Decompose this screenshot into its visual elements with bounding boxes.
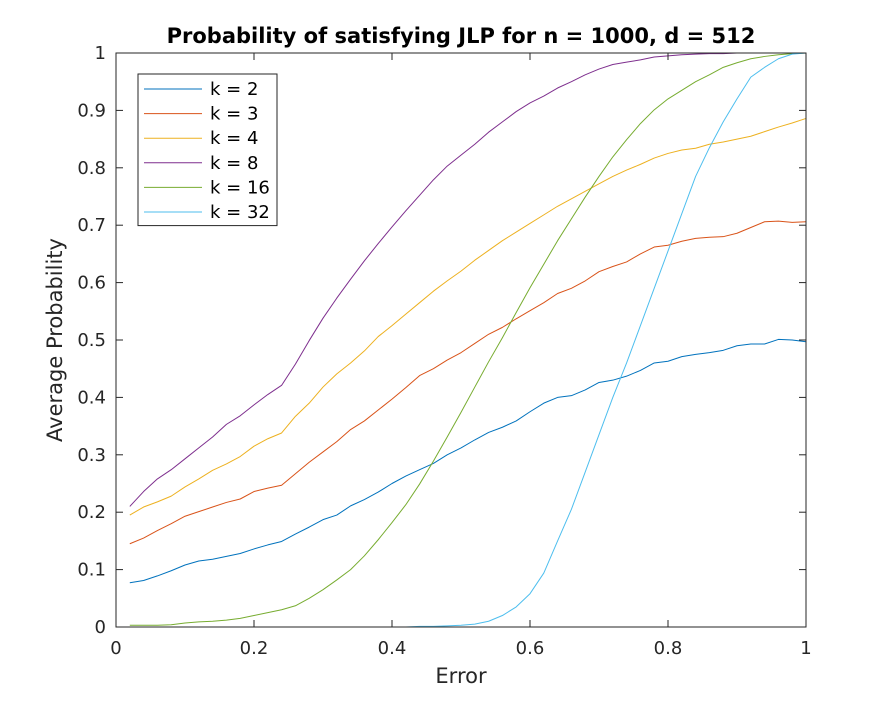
legend-label: k = 16 bbox=[210, 177, 270, 198]
x-tick-label: 0.2 bbox=[240, 638, 269, 659]
y-tick-label: 0 bbox=[95, 617, 106, 638]
x-axis-title: Error bbox=[435, 664, 487, 688]
x-tick-label: 1 bbox=[800, 638, 811, 659]
legend-label: k = 2 bbox=[210, 79, 258, 100]
legend-label: k = 3 bbox=[210, 104, 258, 125]
series-line-k-16 bbox=[129, 52, 807, 626]
y-axis-title: Average Probability bbox=[43, 238, 67, 442]
y-tick-label: 1 bbox=[95, 43, 106, 64]
series-line-k-4 bbox=[129, 117, 807, 516]
x-tick-label: 0.4 bbox=[378, 638, 407, 659]
x-tick-label: 0.8 bbox=[654, 638, 683, 659]
y-tick-label: 0.5 bbox=[77, 330, 106, 351]
x-tick-label: 0.6 bbox=[516, 638, 545, 659]
y-tick-label: 0.8 bbox=[77, 158, 106, 179]
y-tick-label: 0.6 bbox=[77, 273, 106, 294]
chart-title: Probability of satisfying JLP for n = 10… bbox=[167, 24, 756, 48]
legend-label: k = 32 bbox=[210, 202, 270, 223]
x-axis-ticks: 0 0.2 0.4 0.6 0.8 1 bbox=[110, 53, 812, 659]
x-tick-label: 0 bbox=[110, 638, 121, 659]
legend-label: k = 8 bbox=[210, 153, 258, 174]
legend-box bbox=[137, 73, 278, 227]
y-tick-label: 0.3 bbox=[77, 445, 106, 466]
y-tick-label: 0.9 bbox=[77, 100, 106, 121]
y-axis-ticks: 0 0.1 0.2 0.3 0.4 0.5 0.6 0.7 0.8 0.9 1 bbox=[77, 43, 806, 638]
legend-label: k = 4 bbox=[210, 128, 258, 149]
legend: k = 2 k = 3 k = 4 k = 8 k = 16 k = 32 bbox=[137, 73, 278, 227]
series-line-k-3 bbox=[129, 220, 807, 545]
y-tick-label: 0.2 bbox=[77, 502, 106, 523]
y-tick-label: 0.4 bbox=[77, 387, 106, 408]
series-line-k-2 bbox=[129, 338, 807, 584]
y-tick-label: 0.1 bbox=[77, 560, 106, 581]
y-tick-label: 0.7 bbox=[77, 215, 106, 236]
series-line-k-8 bbox=[129, 52, 806, 507]
